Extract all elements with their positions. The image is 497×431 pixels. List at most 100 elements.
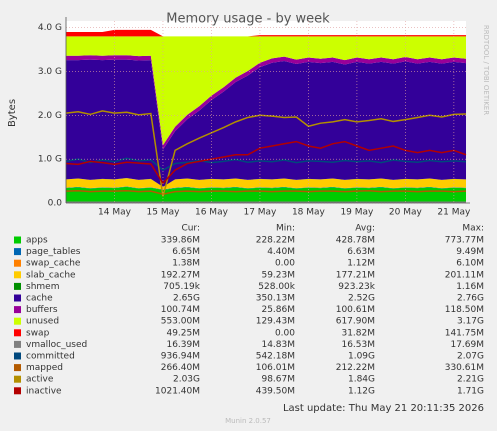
legend-stat: 773.77M (445, 236, 484, 246)
legend-stat: 1.09G (348, 352, 375, 362)
legend-label: buffers (26, 305, 58, 315)
legend-swatch (14, 387, 21, 395)
legend-stat: 0.00 (275, 328, 295, 338)
x-tick-label: 21 May (437, 208, 471, 218)
legend-stat: 6.10M (456, 259, 484, 269)
x-tick-label: 19 May (340, 208, 374, 218)
legend-stat: 266.40M (161, 363, 200, 373)
legend-stat: 439.50M (256, 386, 295, 396)
x-tick-label: 15 May (147, 208, 181, 218)
legend-stat: 1.16M (456, 282, 484, 292)
legend-stat: 2.76G (457, 294, 484, 304)
x-tick-label: 17 May (243, 208, 277, 218)
legend-stat: 528.00k (258, 282, 295, 292)
legend-stat: 2.07G (457, 352, 484, 362)
legend-label: cache (26, 294, 53, 304)
y-tick-label: 0.0 (48, 199, 63, 209)
area (66, 59, 466, 187)
legend-stat: 14.83M (261, 340, 295, 350)
line (65, 140, 467, 185)
line (65, 157, 467, 172)
legend-stat: 6.63M (347, 247, 375, 257)
legend-stat: 100.74M (161, 305, 200, 315)
x-tick-label: 14 May (98, 208, 132, 218)
legend-stat: 1.12M (347, 259, 375, 269)
y-tick-label: 3.0 G (38, 67, 62, 77)
legend-label: slab_cache (26, 270, 76, 280)
legend-label: apps (26, 236, 48, 246)
legend-stat: 59.23M (261, 270, 295, 280)
legend-swatch (14, 364, 21, 372)
legend-swatch (14, 259, 21, 267)
last-update: Last update: Thu May 21 20:11:35 2026 (283, 403, 484, 414)
legend-stat: 350.13M (256, 294, 295, 304)
legend-swatch (14, 306, 21, 314)
legend-header: Min: (276, 224, 295, 234)
legend-swatch (14, 248, 21, 256)
legend-stat: 428.78M (336, 236, 375, 246)
legend-header: Max: (462, 224, 484, 234)
legend-stat: 31.82M (341, 328, 375, 338)
chart-title: Memory usage - by week (166, 12, 330, 27)
legend-label: vmalloc_used (26, 340, 87, 350)
legend-swatch (14, 329, 21, 337)
legend-swatch (14, 282, 21, 290)
x-tick-label: 20 May (389, 208, 423, 218)
y-tick-label: 4.0 G (38, 23, 62, 33)
legend-swatch (14, 271, 21, 279)
side-text: RRDTOOL / TOBI OETIKER (482, 25, 490, 115)
legend-stat: 1.71G (457, 386, 484, 396)
legend-label: active (26, 375, 54, 385)
legend-stat: 129.43M (256, 317, 295, 327)
legend-stat: 118.50M (445, 305, 484, 315)
legend-stat: 617.90M (336, 317, 375, 327)
legend-stat: 553.00M (161, 317, 200, 327)
x-tick-label: 16 May (195, 208, 229, 218)
legend-stat: 201.11M (445, 270, 484, 280)
legend-stat: 192.27M (161, 270, 200, 280)
legend-label: swap_cache (26, 259, 81, 269)
legend-label: inactive (26, 386, 62, 396)
legend-stat: 98.67M (261, 375, 295, 385)
legend-stat: 16.53M (341, 340, 375, 350)
legend-stat: 4.40M (267, 247, 295, 257)
area (66, 186, 466, 203)
legend-stat: 141.75M (445, 328, 484, 338)
line (65, 110, 467, 197)
x-tick-label: 18 May (292, 208, 326, 218)
legend-header: Avg: (355, 224, 375, 234)
footer: Munin 2.0.57 (225, 417, 271, 425)
legend-label: mapped (26, 363, 63, 373)
y-axis-label: Bytes (7, 99, 18, 127)
legend-label: swap (26, 328, 50, 338)
legend-stat: 1021.40M (155, 386, 200, 396)
legend-stat: 100.61M (336, 305, 375, 315)
legend-stat: 16.39M (166, 340, 200, 350)
legend-label: committed (26, 352, 75, 362)
legend-stat: 6.65M (172, 247, 200, 257)
legend-stat: 2.21G (457, 375, 484, 385)
legend-stat: 936.94M (161, 352, 200, 362)
legend-stat: 339.86M (161, 236, 200, 246)
legend-stat: 542.18M (256, 352, 295, 362)
legend-swatch (14, 352, 21, 360)
legend-stat: 0.00 (275, 259, 295, 269)
legend-stat: 2.03G (173, 375, 200, 385)
legend-stat: 1.12G (348, 386, 375, 396)
legend-swatch (14, 236, 21, 244)
area (66, 36, 466, 146)
legend-stat: 177.21M (336, 270, 375, 280)
legend-label: shmem (26, 282, 59, 292)
legend-swatch (14, 375, 21, 383)
area (66, 29, 466, 37)
legend-stat: 2.52G (348, 294, 375, 304)
legend-stat: 2.65G (173, 294, 200, 304)
legend-stat: 9.49M (456, 247, 484, 257)
legend-stat: 705.19k (163, 282, 200, 292)
legend-label: page_tables (26, 247, 81, 257)
legend-stat: 25.86M (261, 305, 295, 315)
line (65, 189, 467, 195)
legend-stat: 106.01M (256, 363, 295, 373)
legend-label: unused (26, 317, 59, 327)
